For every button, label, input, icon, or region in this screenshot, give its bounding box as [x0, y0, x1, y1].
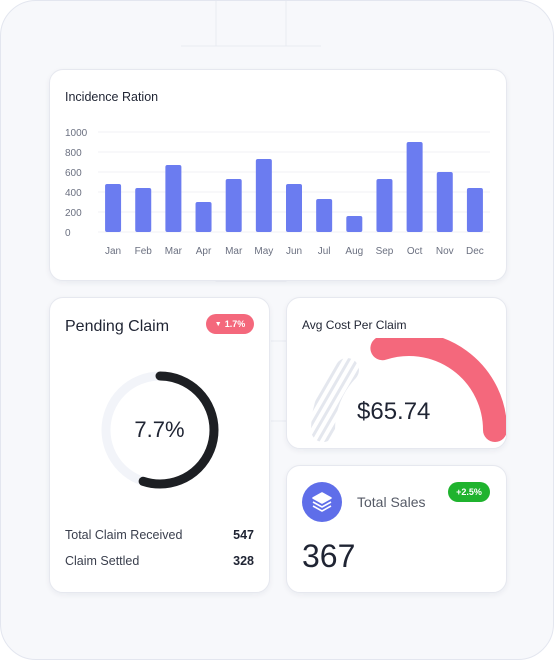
x-tick-label: Aug: [345, 246, 363, 257]
total-sales-label: Total Sales: [357, 494, 426, 510]
x-tick-label: May: [254, 246, 273, 257]
x-tick-label: Sep: [376, 246, 394, 257]
bar-dec[interactable]: [466, 188, 483, 232]
claim-settled-label: Claim Settled: [65, 554, 140, 568]
y-tick-label: 0: [65, 228, 71, 239]
pending-claim-card: Pending Claim ▼ 1.7% 7.7% Total Claim Re…: [49, 297, 270, 593]
bar-nov[interactable]: [436, 172, 453, 232]
avg-cost-value: $65.74: [357, 398, 431, 425]
pending-claim-title: Pending Claim: [65, 318, 170, 335]
x-tick-label: Mar: [225, 246, 243, 257]
bar-jul[interactable]: [316, 199, 333, 232]
bar-aug[interactable]: [346, 216, 363, 232]
incidence-bar-chart: 1000 800 600 400 200 0 Jan Feb Mar Apr Mar May Jun Ju…: [65, 128, 490, 257]
x-tick-label: Oct: [407, 246, 423, 257]
bar-jun[interactable]: [286, 184, 302, 232]
bar-jan[interactable]: [105, 184, 122, 232]
bar-mar[interactable]: [225, 179, 242, 232]
incidence-chart-card: Incidence Ration 1000 800 600 400 200 0 Jan Feb…: [49, 69, 507, 281]
pending-percent: 7.7%: [134, 417, 185, 442]
x-tick-label: Jan: [105, 246, 121, 257]
bar-oct[interactable]: [406, 142, 423, 232]
avg-cost-gauge: [310, 338, 506, 442]
bar-feb[interactable]: [135, 188, 152, 232]
bar-apr[interactable]: [195, 202, 212, 232]
bar-may[interactable]: [255, 159, 272, 232]
pending-change-text: 1.7%: [224, 319, 246, 329]
bar-sep[interactable]: [376, 179, 393, 232]
avg-cost-card: Avg Cost Per Claim $65.74: [286, 297, 507, 449]
total-sales-change-badge: +2.5%: [448, 482, 490, 502]
y-tick-label: 200: [65, 208, 82, 219]
y-tick-label: 1000: [65, 128, 88, 139]
claim-settled-value: 328: [233, 554, 254, 568]
y-tick-label: 600: [65, 168, 82, 179]
x-tick-label: Apr: [196, 246, 212, 257]
layers-icon: [312, 492, 332, 512]
bar-mar[interactable]: [165, 165, 182, 232]
total-sales-value: 367: [302, 538, 356, 574]
y-tick-label: 800: [65, 148, 82, 159]
avg-cost-title: Avg Cost Per Claim: [302, 318, 407, 332]
x-tick-label: Dec: [466, 246, 484, 257]
incidence-title: Incidence Ration: [65, 90, 159, 104]
caret-down-icon: ▼: [214, 320, 222, 328]
pending-change-badge: ▼ 1.7%: [206, 314, 254, 334]
total-sales-card: Total Sales +2.5% 367: [286, 465, 507, 593]
pending-donut-chart: [101, 371, 219, 489]
x-tick-label: Jul: [318, 246, 331, 257]
x-tick-label: Feb: [135, 246, 153, 257]
x-tick-label: Nov: [436, 246, 454, 257]
total-claim-received-label: Total Claim Received: [65, 528, 183, 542]
layers-icon-circle: [302, 482, 342, 522]
x-tick-label: Mar: [165, 246, 183, 257]
y-tick-label: 400: [65, 188, 82, 199]
x-tick-label: Jun: [286, 246, 302, 257]
total-claim-received-value: 547: [233, 528, 254, 542]
